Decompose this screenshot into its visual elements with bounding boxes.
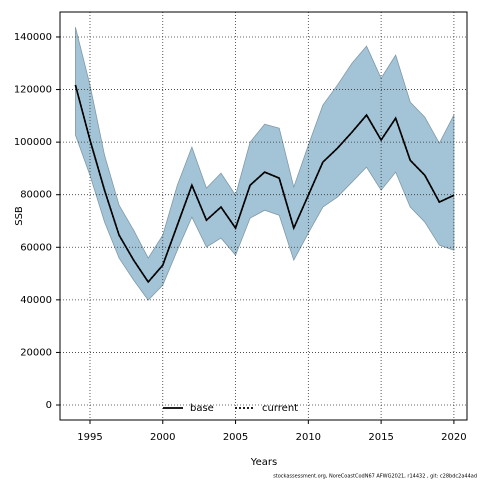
y-tick-label: 0	[46, 400, 52, 411]
x-tick-label: 2015	[368, 432, 393, 443]
y-tick-label: 60000	[20, 242, 52, 253]
legend-label: current	[262, 403, 298, 414]
legend-label: base	[190, 403, 214, 414]
confidence-band	[75, 27, 455, 301]
x-axis-label: Years	[250, 457, 277, 468]
x-tick-label: 2010	[296, 432, 321, 443]
y-tick-label: 40000	[20, 295, 52, 306]
footnote: stockassessment.org, NoreCoastCodN67 AFW…	[273, 474, 477, 480]
x-tick-label: 2020	[441, 432, 466, 443]
x-tick-label: 2000	[150, 432, 175, 443]
series-line	[74, 84, 455, 284]
y-tick-label: 140000	[14, 32, 52, 43]
y-tick-label: 120000	[14, 85, 52, 96]
y-tick-label: 100000	[14, 137, 52, 148]
y-axis-label: SSB	[14, 206, 25, 226]
x-tick-label: 2005	[223, 432, 248, 443]
y-tick-label: 80000	[20, 190, 52, 201]
x-tick-label: 1995	[77, 432, 102, 443]
plot-frame	[59, 11, 468, 421]
y-tick-label: 20000	[20, 347, 52, 358]
